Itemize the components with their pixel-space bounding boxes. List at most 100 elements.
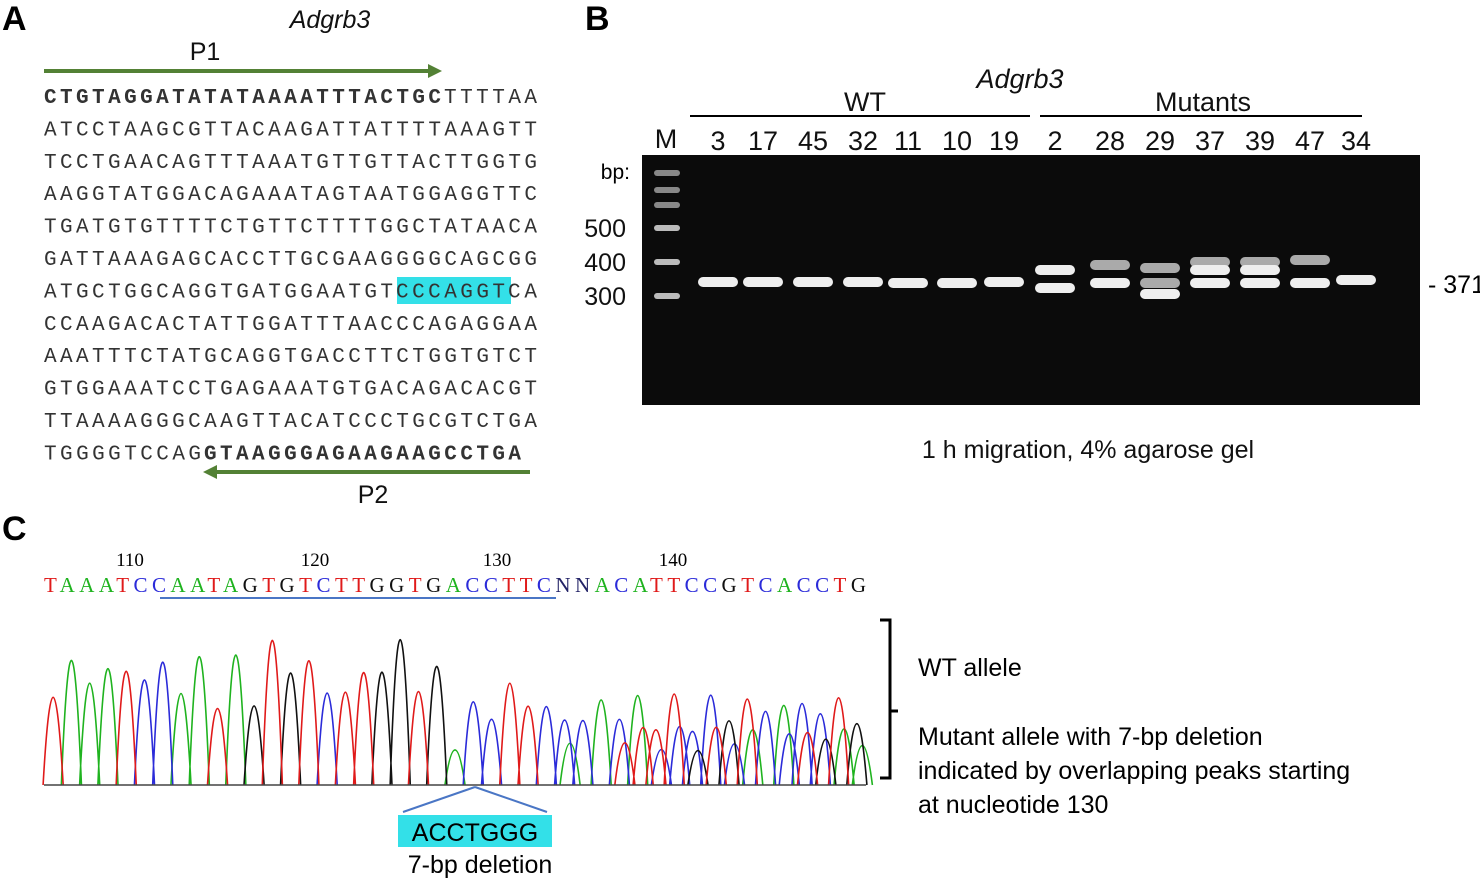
sequence-line: TTAAAAGGGCAAGTTACATCCCTGCGTCTGA (44, 411, 537, 434)
annotation: at nucleotide 130 (918, 791, 1108, 819)
band (793, 277, 833, 287)
sequence-line: GTGGAAATCCTGAGAAATGTGACAGACACGT (44, 379, 537, 402)
band (1140, 263, 1180, 273)
lane-label: 32 (848, 126, 878, 156)
annotation: indicated by overlapping peaks starting (918, 757, 1350, 785)
trace (133, 661, 832, 786)
panel-label: C (2, 510, 27, 548)
highlight (397, 277, 511, 304)
band (1090, 260, 1130, 270)
trace (42, 639, 850, 786)
lane-label: 37 (1195, 126, 1225, 156)
band (1140, 289, 1180, 299)
lane-label: 11 (894, 126, 922, 156)
band (743, 277, 783, 287)
band (984, 277, 1024, 287)
bracket (880, 618, 898, 780)
marker-band (654, 225, 680, 231)
marker-band (654, 170, 680, 176)
sequence-line: TGATGTGTTTTCTGTTCTTTTGGCTATAACA (44, 217, 537, 240)
band (1090, 278, 1130, 288)
band (1290, 255, 1330, 265)
band (1336, 275, 1376, 285)
sequence-line: CA (508, 281, 537, 304)
lane-label: 2 (1047, 126, 1062, 156)
band (1035, 283, 1075, 293)
position-label: 120 (301, 550, 330, 571)
band (1240, 265, 1280, 275)
highlight (398, 815, 552, 847)
sequence-line: TTTTAA (444, 87, 537, 110)
trace (60, 654, 874, 786)
lane-label: 10 (942, 126, 972, 156)
band-size: - 371 (1428, 271, 1480, 299)
size-label: 300 (584, 283, 626, 311)
arrowhead (428, 64, 442, 78)
sequence-line: CCCAGGT (396, 281, 505, 304)
annotation: WT allele (918, 654, 1022, 682)
sequence-line: AAGGTATGGACAGAAATAGTAATGGAGGTTC (44, 184, 537, 207)
annotation: Mutant allele with 7-bp deletion (918, 723, 1263, 751)
panel-label: B (585, 0, 610, 38)
gel-lanes (654, 170, 1376, 299)
lane-label: M (655, 124, 678, 154)
marker-band (654, 202, 680, 208)
lane-label: 3 (710, 126, 725, 156)
primer-sequence: GTAAGGGAGAAGAAGCCTGA (204, 443, 521, 466)
lane-label: 34 (1341, 126, 1371, 156)
lane-label: 28 (1095, 126, 1125, 156)
marker-band (654, 259, 680, 265)
lane-label: 39 (1245, 126, 1275, 156)
lane-label: 19 (989, 126, 1019, 156)
lane-label: 47 (1295, 126, 1325, 156)
panel-label: A (2, 0, 27, 38)
sequence-line: CCAAGACACTATTGGATTTAACCCAGAGGAA (44, 314, 537, 337)
marker-band (654, 187, 680, 193)
unit-label: bp: (601, 161, 630, 184)
position-label: 130 (483, 550, 512, 571)
size-label: 500 (584, 215, 626, 243)
band (888, 278, 928, 288)
annotation: 7-bp deletion (408, 851, 553, 879)
sequence-line: AAATTTCTATGCAGGTGACCTTCTGGTGTCT (44, 346, 537, 369)
trace (243, 638, 868, 786)
lane-label: 29 (1145, 126, 1175, 156)
band (937, 278, 977, 288)
deletion-pointer (402, 786, 548, 813)
group-label: Mutants (1155, 87, 1251, 117)
position-label: 140 (659, 550, 688, 571)
marker-band (654, 293, 680, 299)
band (1290, 278, 1330, 288)
band (1190, 278, 1230, 288)
sequence-line: TCCTGAACAGTTTAAATGTTGTTACTTGGTG (44, 152, 537, 175)
primer-sequence: CTGTAGGATATATAAAATTTACTGC (44, 87, 441, 110)
sequence: CTGTAGGATATATAAAATTTACTGC TTTTAA ATCCTAAGC… (44, 87, 537, 466)
band (1190, 257, 1230, 267)
sequence-line: TGGGGTCCAG (44, 443, 201, 466)
group-label: WT (844, 87, 886, 117)
band (1035, 265, 1075, 275)
band (1140, 278, 1180, 288)
band (843, 277, 883, 287)
lane-label: 17 (748, 126, 778, 156)
arrowhead (203, 465, 217, 479)
sequence-line: ATGCTGGCAGGTGATGGAATGT (44, 281, 393, 304)
gene-name: Adgrb3 (288, 6, 371, 34)
band (1240, 257, 1280, 267)
sequence-line: ATCCTAAGCGTTACAAGATTATTTTAAAGTT (44, 119, 537, 142)
band (1240, 278, 1280, 288)
size-label: 400 (584, 249, 626, 277)
position-label: 110 (116, 550, 144, 571)
caption: 1 h migration, 4% agarose gel (922, 436, 1254, 464)
gene-name: Adgrb3 (974, 64, 1063, 94)
lane-label: 45 (798, 126, 828, 156)
band (698, 277, 738, 287)
chromatogram (42, 638, 874, 786)
sequence-line: GATTAAAGAGCACCTTGCGAAGGGGCAGCGG (44, 249, 537, 272)
primer-label: P1 (190, 38, 221, 66)
primer-label: P2 (358, 481, 389, 509)
deleted-sequence: ACCTGGG (412, 819, 538, 847)
band (1190, 265, 1230, 275)
